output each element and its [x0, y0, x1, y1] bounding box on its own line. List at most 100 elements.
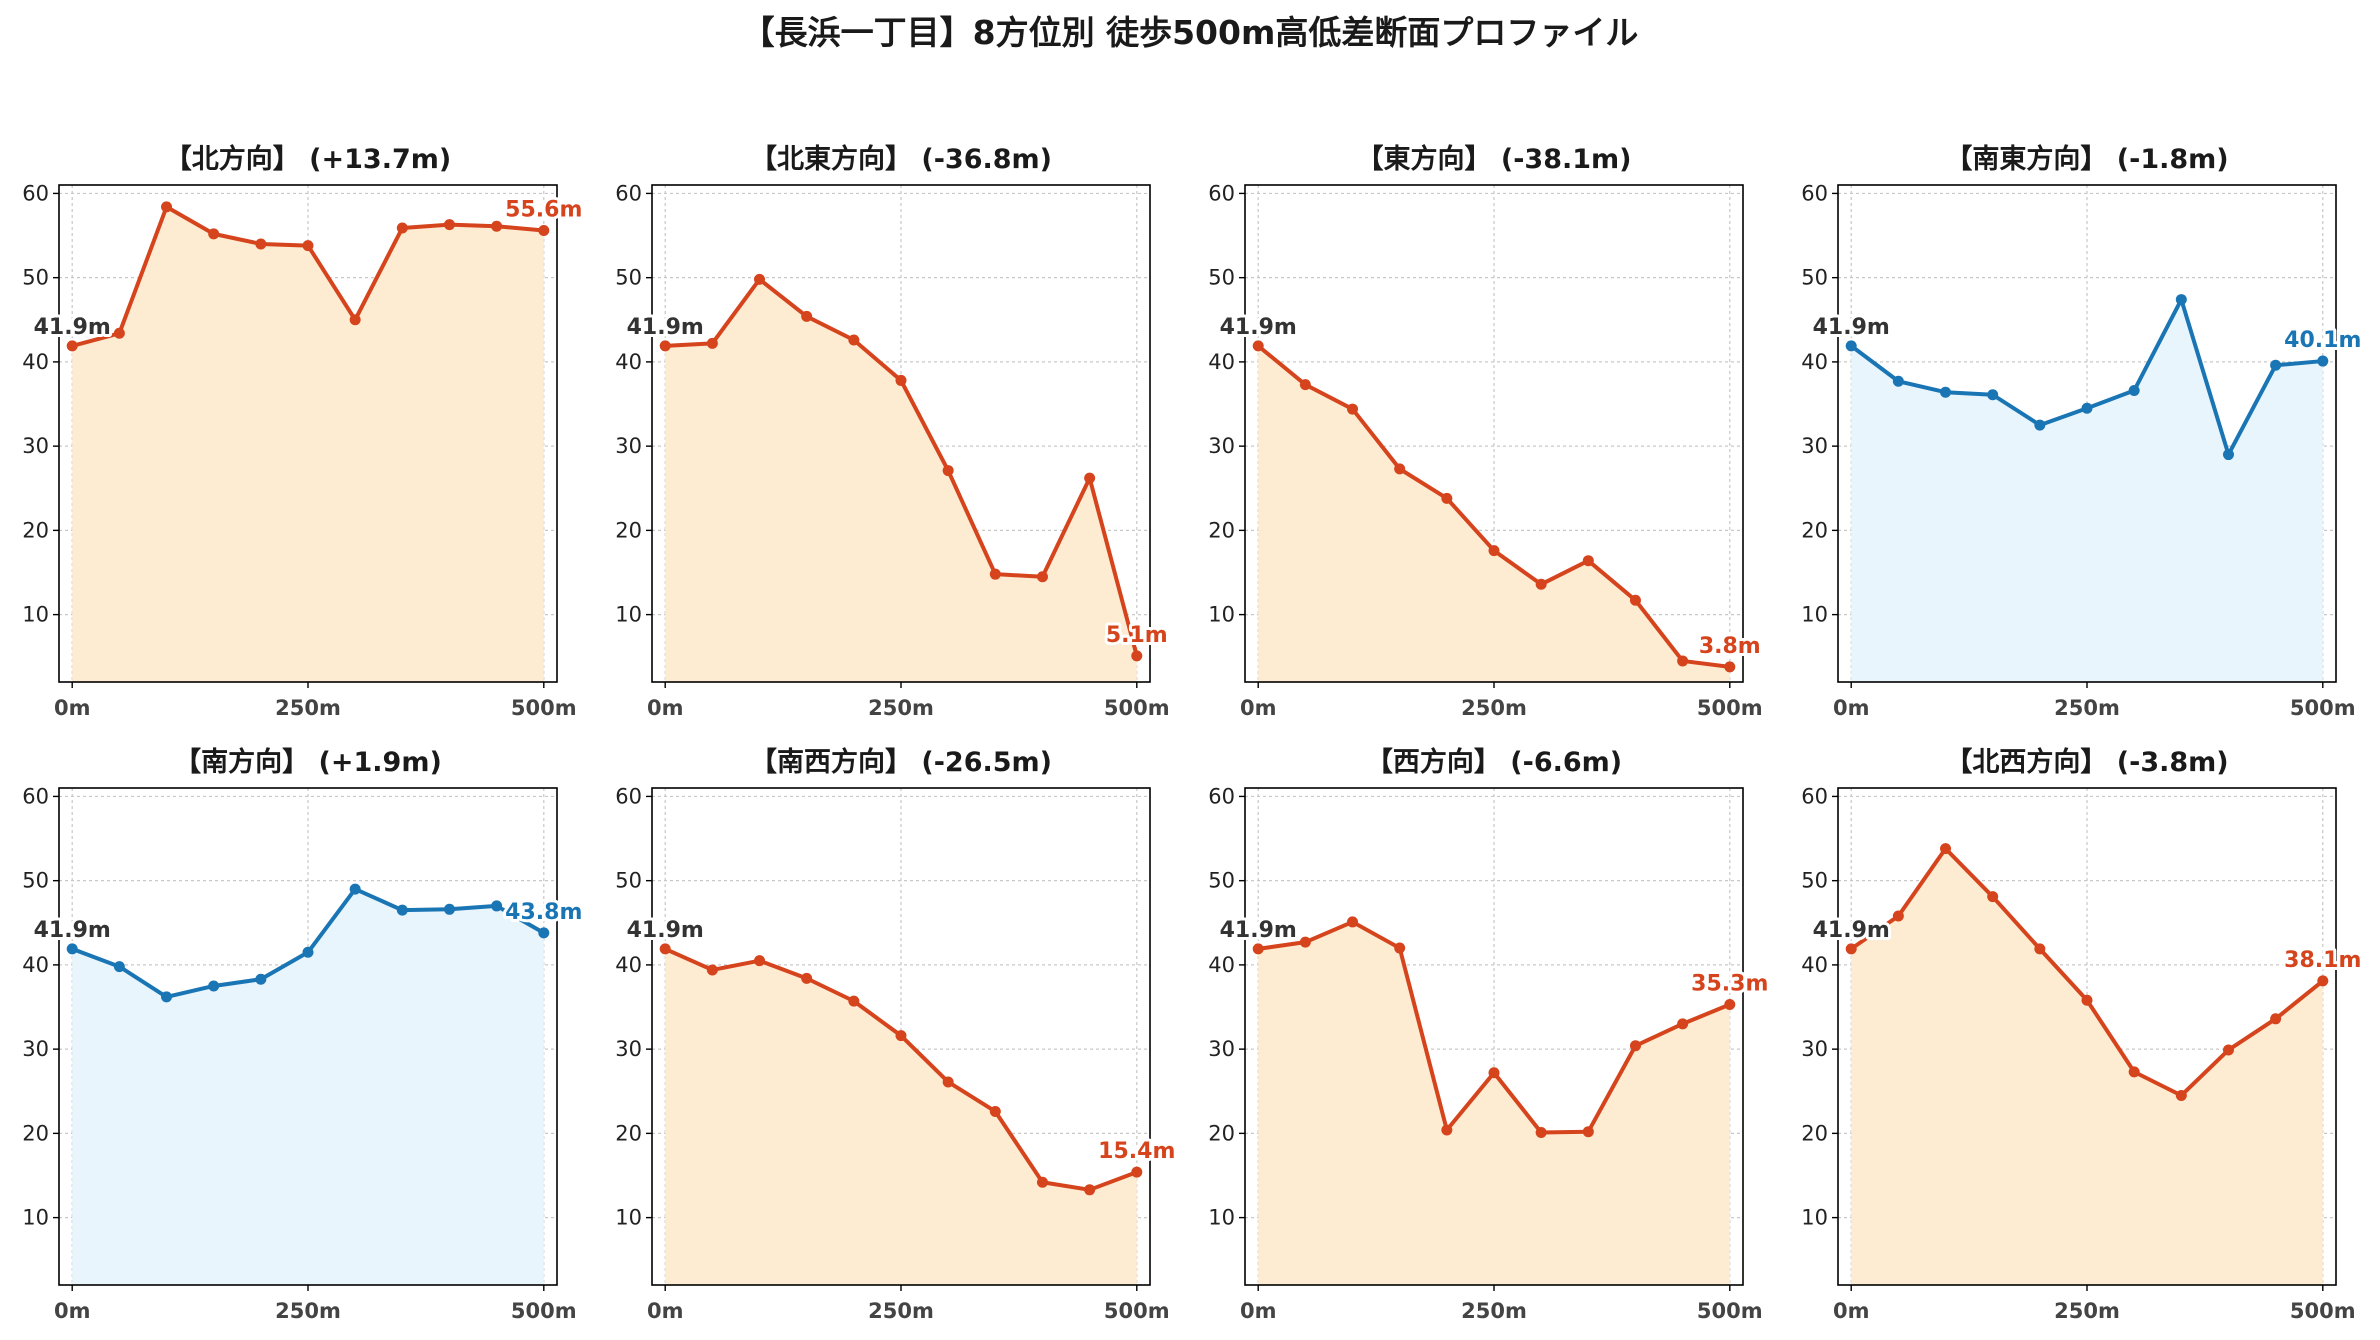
y-tick-label: 50 [1801, 869, 1828, 893]
data-point [67, 943, 78, 954]
x-tick-label: 500m [2290, 1299, 2356, 1323]
y-tick-label: 10 [1208, 1206, 1235, 1230]
data-point [1893, 376, 1904, 387]
data-point [538, 927, 549, 938]
x-tick-label: 250m [868, 1299, 934, 1323]
y-tick-label: 30 [22, 434, 49, 458]
x-tick-label: 500m [2290, 696, 2356, 720]
data-point [1940, 387, 1951, 398]
data-point [303, 240, 314, 251]
data-point [67, 340, 78, 351]
data-point [1677, 655, 1688, 666]
y-tick-label: 30 [615, 434, 642, 458]
data-point [397, 905, 408, 916]
data-point [1987, 891, 1998, 902]
start-elevation-label: 41.9m [1220, 918, 1297, 943]
y-tick-label: 50 [615, 869, 642, 893]
y-tick-label: 10 [615, 603, 642, 627]
data-point [2270, 360, 2281, 371]
y-tick-label: 50 [22, 266, 49, 290]
x-tick-label: 250m [2054, 696, 2120, 720]
x-tick-label: 500m [511, 696, 577, 720]
end-elevation-label: 35.3m [1691, 971, 1768, 996]
x-tick-label: 250m [2054, 1299, 2120, 1323]
y-tick-label: 30 [1208, 1037, 1235, 1061]
panel-title: 【北西方向】 (-3.8m) [1945, 746, 2228, 778]
data-point [2223, 449, 2234, 460]
area-fill [1851, 300, 2323, 682]
y-tick-label: 60 [615, 181, 642, 205]
y-tick-label: 60 [615, 784, 642, 808]
data-point [161, 991, 172, 1002]
end-elevation-label: 43.8m [505, 900, 582, 925]
y-tick-label: 60 [22, 181, 49, 205]
data-point [990, 569, 1001, 580]
chart-panel: 【東方向】 (-38.1m) 10 20 30 40 50 60 0m 250m 500m 41.9… [1208, 143, 1762, 720]
y-tick-label: 50 [22, 869, 49, 893]
y-tick-label: 30 [22, 1037, 49, 1061]
data-point [2034, 420, 2045, 431]
data-point [1846, 340, 1857, 351]
data-point [1489, 1067, 1500, 1078]
y-tick-label: 60 [1208, 181, 1235, 205]
data-point [491, 221, 502, 232]
y-tick-label: 50 [615, 266, 642, 290]
data-point [1630, 1040, 1641, 1051]
y-tick-label: 30 [1208, 434, 1235, 458]
y-tick-label: 40 [1801, 350, 1828, 374]
data-point [1583, 1126, 1594, 1137]
data-point [491, 900, 502, 911]
data-point [1300, 937, 1311, 948]
start-elevation-label: 41.9m [627, 315, 704, 340]
chart-panel: 【西方向】 (-6.6m)1020304050600m 250m 500m41.9m… [1208, 746, 1768, 1323]
figure-title: 【長浜一丁目】8方位別 徒歩500m高低差断面プロファイル [742, 13, 1639, 52]
start-elevation-label: 41.9m [1813, 315, 1890, 340]
x-tick-label: 500m [1697, 696, 1763, 720]
data-point [1394, 463, 1405, 474]
x-tick-label: 0m [1833, 1299, 1870, 1323]
data-point [350, 884, 361, 895]
data-point [2317, 356, 2328, 367]
y-tick-label: 30 [615, 1037, 642, 1061]
data-point [2223, 1044, 2234, 1055]
y-tick-label: 40 [22, 953, 49, 977]
data-point [1300, 379, 1311, 390]
area-fill [72, 207, 544, 682]
x-tick-label: 500m [511, 1299, 577, 1323]
y-tick-label: 20 [615, 518, 642, 542]
start-elevation-label: 41.9m [1220, 315, 1297, 340]
y-tick-label: 40 [1801, 953, 1828, 977]
data-point [1677, 1018, 1688, 1029]
data-point [2082, 995, 2093, 1006]
panel-title: 【南西方向】 (-26.5m) [750, 746, 1052, 778]
data-point [255, 238, 266, 249]
data-point [1253, 340, 1264, 351]
y-tick-label: 20 [1801, 1121, 1828, 1145]
data-point [208, 980, 219, 991]
x-tick-label: 0m [647, 696, 684, 720]
data-point [848, 334, 859, 345]
end-elevation-label: 5.1m [1106, 623, 1168, 648]
data-point [896, 1030, 907, 1041]
end-elevation-label: 55.6m [505, 197, 582, 222]
y-tick-label: 20 [22, 1121, 49, 1145]
data-point [303, 947, 314, 958]
chart-panel: 【北方向】 (+13.7m) 10 20 30 40 50 60 0m 250m 500m 41.9… [22, 143, 582, 720]
data-point [1131, 650, 1142, 661]
x-tick-label: 250m [275, 1299, 341, 1323]
data-point [1940, 843, 1951, 854]
data-point [208, 228, 219, 239]
panel-title: 【南方向】 (+1.9m) [174, 746, 442, 778]
data-point [2034, 943, 2045, 954]
y-tick-label: 60 [22, 784, 49, 808]
y-tick-label: 50 [1208, 266, 1235, 290]
start-elevation-label: 41.9m [34, 315, 111, 340]
x-tick-label: 250m [1461, 1299, 1527, 1323]
data-point [1131, 1167, 1142, 1178]
chart-panel: 【南方向】 (+1.9m) 10 20 30 40 50 60 0m 250m 500m 41.9m… [22, 746, 582, 1323]
data-point [801, 973, 812, 984]
y-tick-label: 10 [1801, 1206, 1828, 1230]
chart-panel: 【南東方向】 (-1.8m)1020304050600m 250m 500m41.9… [1801, 143, 2361, 720]
